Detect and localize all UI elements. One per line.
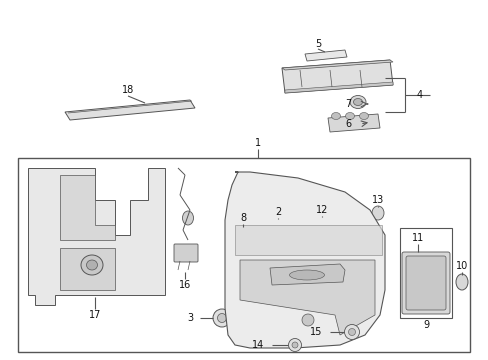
Polygon shape [282,60,392,70]
Ellipse shape [331,112,340,120]
Ellipse shape [289,270,324,280]
Ellipse shape [291,342,297,348]
Text: 2: 2 [274,207,281,217]
Text: 17: 17 [89,310,101,320]
Text: 16: 16 [179,280,191,290]
Ellipse shape [345,112,354,120]
Text: 6: 6 [344,119,350,129]
Ellipse shape [455,274,467,290]
Ellipse shape [272,222,283,234]
Text: 12: 12 [315,205,327,215]
Ellipse shape [316,216,326,225]
Text: 15: 15 [309,327,321,337]
FancyBboxPatch shape [174,244,198,262]
Bar [399,228,451,318]
Polygon shape [65,100,195,120]
Ellipse shape [288,338,301,351]
Text: 7: 7 [344,99,350,109]
FancyBboxPatch shape [401,252,449,314]
Polygon shape [282,60,392,93]
Text: 5: 5 [314,39,321,49]
Ellipse shape [344,324,359,339]
Ellipse shape [217,314,226,323]
Polygon shape [235,225,381,255]
Ellipse shape [314,219,329,237]
Ellipse shape [213,309,230,327]
Polygon shape [269,264,345,285]
Ellipse shape [359,112,368,120]
Text: 18: 18 [122,85,134,95]
Text: 10: 10 [455,261,467,271]
Ellipse shape [348,328,355,336]
Ellipse shape [182,211,193,225]
Polygon shape [305,50,346,61]
Ellipse shape [238,243,247,252]
Ellipse shape [353,99,362,105]
FancyBboxPatch shape [405,256,445,310]
Ellipse shape [268,218,286,238]
Ellipse shape [81,255,103,275]
Text: 13: 13 [371,195,384,205]
Polygon shape [327,114,379,132]
Text: 11: 11 [411,233,423,243]
Polygon shape [285,82,392,93]
Bar [18,158,469,352]
Text: 1: 1 [254,138,261,148]
Text: 3: 3 [186,313,193,323]
Polygon shape [28,168,164,305]
Polygon shape [240,260,374,335]
Ellipse shape [236,226,249,242]
Polygon shape [60,175,115,240]
Ellipse shape [302,314,313,326]
Polygon shape [224,172,384,348]
Text: 14: 14 [251,340,264,350]
Ellipse shape [349,95,365,108]
Text: 8: 8 [240,213,245,223]
Polygon shape [60,248,115,290]
Text: 9: 9 [422,320,428,330]
Text: 4: 4 [416,90,422,100]
Ellipse shape [86,260,97,270]
Ellipse shape [371,206,383,220]
